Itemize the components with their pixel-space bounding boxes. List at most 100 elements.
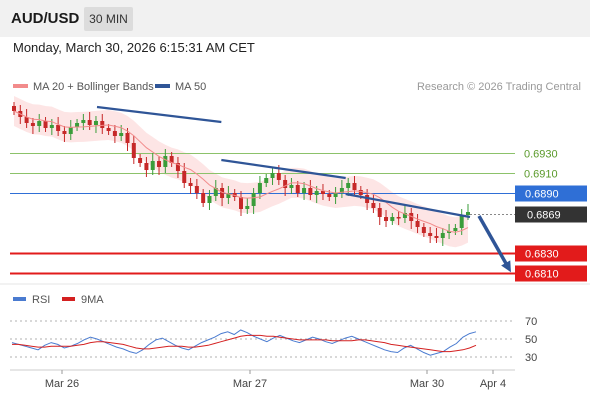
candle-body	[276, 173, 281, 180]
current-price-box	[515, 206, 587, 223]
candle-body	[320, 191, 325, 194]
candle-body	[157, 161, 162, 167]
forecast-arrow	[477, 215, 511, 273]
x-tick-label: Mar 27	[233, 378, 267, 390]
candle-body	[12, 106, 16, 111]
ma9-legend-swatch	[62, 297, 75, 301]
candle-body	[371, 203, 376, 208]
moving-averages	[13, 105, 471, 233]
candle-body	[112, 131, 117, 136]
candle-body	[415, 221, 420, 227]
resistance-label-1: 0.6910	[524, 169, 558, 181]
chart-header: AUD/USD 30 MIN	[0, 0, 590, 37]
candle-body	[466, 212, 470, 215]
candle-body	[81, 120, 86, 123]
bollinger-bands	[14, 96, 468, 248]
current-price-label: 0.6869	[527, 210, 561, 222]
candle-body	[68, 127, 73, 134]
candle-body	[37, 121, 42, 126]
candle-body	[93, 121, 98, 125]
ma50-legend-label: MA 50	[175, 81, 206, 93]
candle-body	[163, 156, 168, 167]
support-label-5: 0.6810	[525, 269, 559, 281]
candle-body	[119, 133, 124, 136]
ma50-line-segment	[345, 192, 471, 219]
candle-body	[257, 183, 262, 193]
candle-body	[289, 185, 294, 188]
pivot-label-box	[515, 185, 587, 202]
forecast-arrow-head	[501, 260, 511, 273]
candle-body	[447, 231, 452, 233]
candle-body	[62, 131, 67, 134]
candle-body	[169, 156, 174, 163]
candle-body	[384, 217, 389, 221]
candle-body	[346, 183, 351, 188]
candle-body	[138, 158, 143, 163]
candle-body	[30, 123, 35, 126]
candle-body	[245, 206, 250, 209]
x-tick-label: Apr 4	[480, 378, 506, 390]
candle-body	[453, 228, 458, 231]
candle-body	[106, 128, 111, 131]
bollinger-band-area	[14, 96, 468, 248]
support-label-box-5	[515, 265, 587, 282]
candle-body	[125, 133, 130, 143]
rsi-legend-label: RSI	[32, 294, 50, 306]
credit-text: Research © 2026 Trading Central	[417, 81, 581, 93]
candle-body	[270, 173, 275, 178]
candle-body	[402, 213, 407, 218]
candle-body	[226, 193, 231, 198]
timeframe-button[interactable]: 30 MIN	[84, 7, 133, 31]
ma20-legend-label: MA 20 + Bollinger Bands	[33, 81, 154, 93]
candle-body	[358, 190, 363, 195]
ma20-line	[13, 110, 469, 233]
candle-body	[264, 178, 269, 183]
candle-body	[302, 188, 307, 193]
rsi-tick-30: 30	[525, 352, 537, 364]
candle-body	[308, 188, 313, 195]
candle-body	[144, 163, 149, 170]
candle-body	[220, 188, 225, 198]
candle-body	[434, 236, 439, 238]
candle-body	[390, 217, 395, 221]
ma50-legend-swatch	[155, 84, 170, 88]
candle-body	[188, 183, 193, 186]
x-axis: Mar 26 Mar 27 Mar 30 Apr 4	[45, 370, 506, 390]
candle-body	[175, 163, 180, 171]
candle-body	[56, 125, 61, 131]
rsi-tick-70: 70	[525, 316, 537, 328]
candle-body	[49, 125, 54, 128]
rsi-legend-swatch	[13, 297, 26, 301]
candle-body	[131, 143, 136, 158]
candle-body	[396, 217, 401, 219]
candle-body	[428, 233, 433, 236]
candle-body	[207, 196, 212, 203]
ma9-legend-label: 9MA	[81, 294, 104, 306]
rsi-ma-line	[12, 334, 477, 353]
support-label-box-4	[515, 245, 587, 262]
candle-body	[150, 161, 155, 170]
ma50-line-segment	[96, 105, 222, 124]
candle-body	[182, 171, 187, 183]
candle-body	[283, 180, 288, 188]
candle-body	[409, 213, 414, 221]
candle-body	[43, 121, 48, 128]
candle-body	[377, 208, 382, 217]
candle-body	[295, 185, 300, 193]
candle-body	[239, 197, 243, 209]
symbol-title: AUD/USD	[11, 10, 80, 27]
candle-body	[201, 193, 206, 203]
candle-body	[314, 191, 319, 195]
pivot-label: 0.6890	[525, 189, 559, 201]
candle-body	[339, 188, 344, 193]
x-tick-label: Mar 30	[410, 378, 444, 390]
support-label-4: 0.6830	[525, 249, 559, 261]
candle-body	[352, 183, 357, 190]
ma20-legend-swatch	[13, 84, 28, 88]
candle-body	[421, 227, 426, 233]
candle-body	[24, 117, 29, 123]
candle-body	[213, 188, 218, 196]
price-levels: 0.6930 0.6910 0.6890 0.6869 0.6830 0.6810	[10, 149, 587, 282]
x-tick-label: Mar 26	[45, 378, 79, 390]
